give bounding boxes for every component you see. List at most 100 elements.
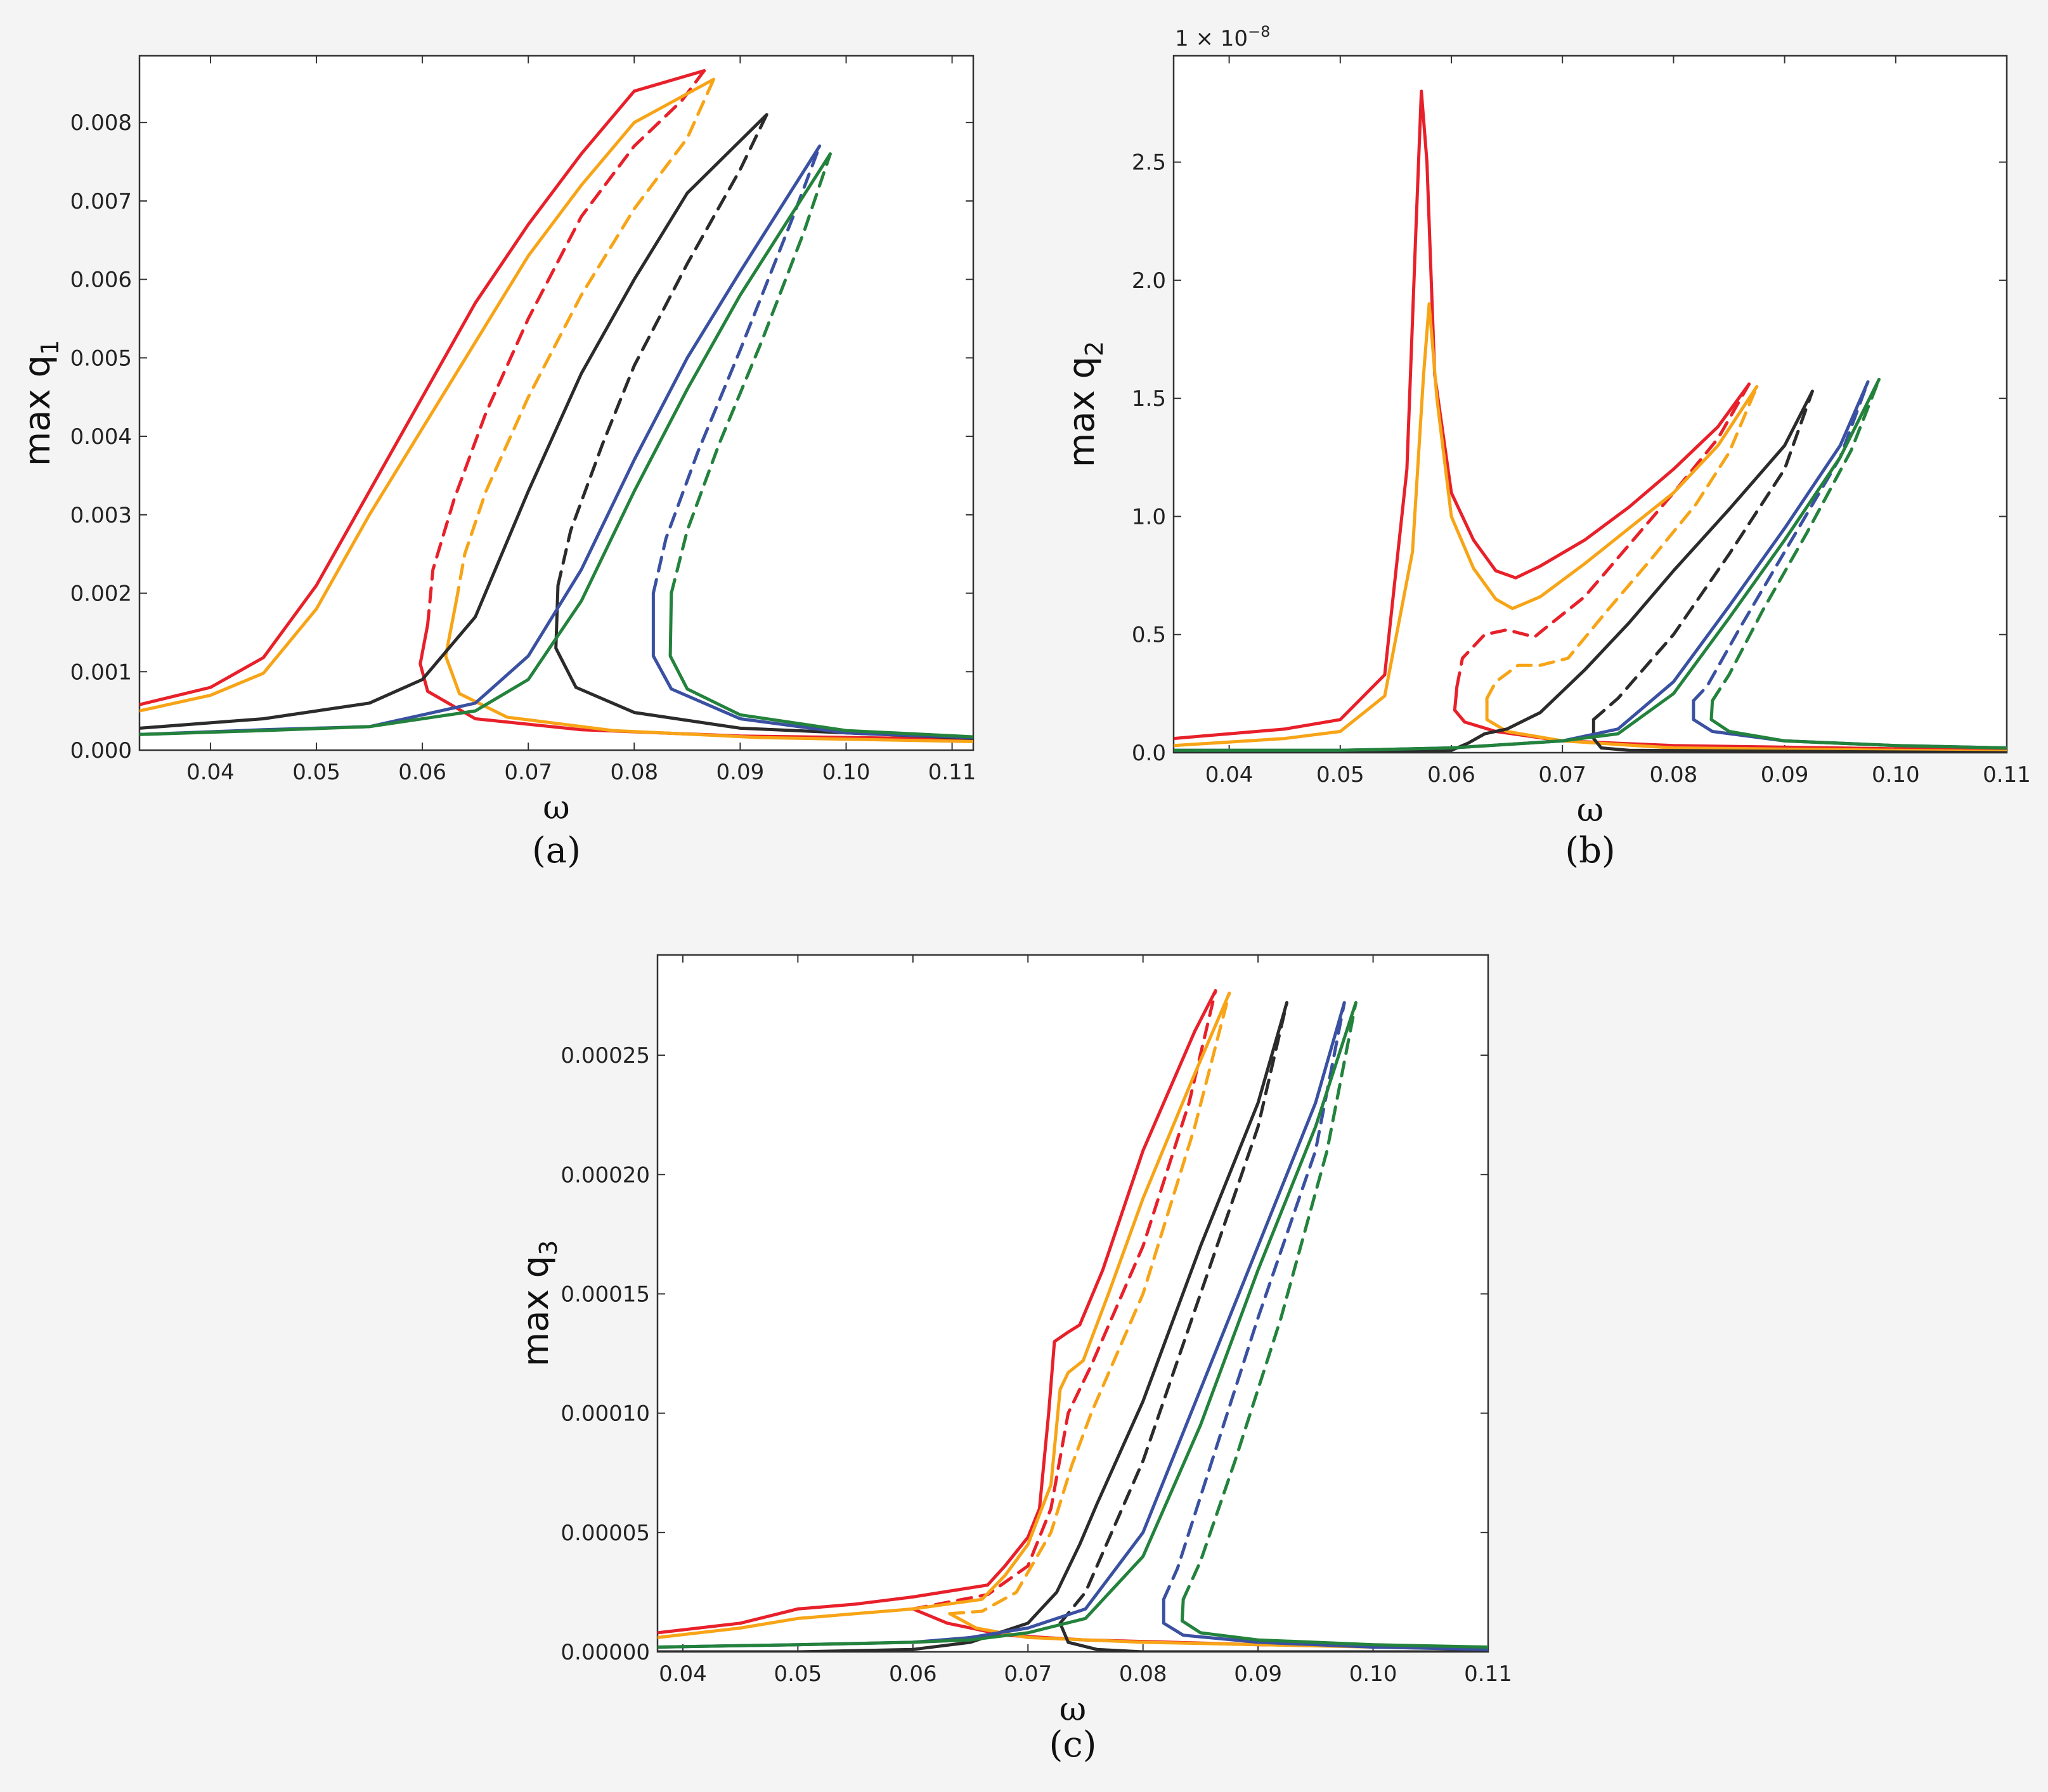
chart-panel-b: 0.04 0.05 0.06 0.07 0.08 0.09 0.10 0.11 0.0 0.5 1.… xyxy=(1061,23,2031,871)
series-line-green-lower-stable xyxy=(668,592,973,739)
y-tick-label: 0.003 xyxy=(70,503,132,528)
x-tick-label: 0.04 xyxy=(1205,762,1254,788)
x-tick-label: 0.10 xyxy=(1349,1661,1397,1687)
x-tick-label: 0.09 xyxy=(716,760,765,785)
series-line-orange-lower-stable xyxy=(444,599,973,743)
series-line-orange-unstable xyxy=(1485,385,1759,700)
x-tick-label: 0.06 xyxy=(1427,762,1475,788)
series-group xyxy=(1174,89,2007,753)
y-axis-label: max q3 xyxy=(515,1240,562,1367)
series-line-green-unstable xyxy=(1711,377,1881,703)
y-axis-label-main: max q xyxy=(1061,356,1103,467)
series-group xyxy=(139,69,973,743)
series-line-red-unstable xyxy=(426,69,706,627)
y-tick-label: 0.008 xyxy=(70,110,132,136)
plot-area xyxy=(656,954,1489,1653)
y-axis-label: max q2 xyxy=(1061,341,1108,468)
series-line-red-upper-stable xyxy=(1174,89,1751,741)
y-axis-label-main: max q xyxy=(515,1256,557,1367)
y-tick-label: 0.007 xyxy=(70,189,132,214)
x-tick-label: 0.07 xyxy=(1538,762,1586,788)
x-tick-label: 0.04 xyxy=(186,760,235,785)
y-tick-label: 0.00025 xyxy=(561,1043,650,1068)
x-tick-label: 0.07 xyxy=(1004,1661,1052,1687)
series-line-green-unstable xyxy=(670,152,832,595)
series-line-blue-lower-stable xyxy=(1162,1597,1488,1651)
series-line-green-lower-stable xyxy=(1709,699,2007,750)
x-tick-label: 0.11 xyxy=(928,760,976,785)
series-line-black-upper-stable xyxy=(1174,389,1814,753)
y-tick-label: 0.0 xyxy=(1132,741,1166,766)
series-line-black-lower-stable xyxy=(1058,1621,1488,1652)
series-line-orange-upper-stable xyxy=(658,991,1231,1639)
y-tick-label: 2.5 xyxy=(1132,150,1166,176)
series-line-black-upper-stable xyxy=(658,1001,1288,1652)
x-tick-label: 0.04 xyxy=(659,1661,707,1687)
x-tick-label: 0.11 xyxy=(1464,1661,1512,1687)
x-tick-label: 0.09 xyxy=(1761,762,1809,788)
y-tick-label: 2.0 xyxy=(1132,268,1166,294)
series-line-green-lower-stable xyxy=(1180,1597,1488,1649)
x-tick-label: 0.08 xyxy=(610,760,658,785)
x-tick-label: 0.06 xyxy=(889,1661,937,1687)
series-line-green-upper-stable xyxy=(139,152,832,736)
y-axis-label-subscript: 3 xyxy=(535,1240,562,1256)
plot-area xyxy=(1172,55,2008,754)
y-offset-label: 1 × 10−8 xyxy=(1175,23,1270,51)
x-tick-label: 0.05 xyxy=(1316,762,1364,788)
y-axis-label-subscript: 2 xyxy=(1080,341,1108,356)
series-line-orange-unstable xyxy=(948,991,1231,1616)
y-tick-label: 0.000 xyxy=(70,738,132,763)
y-tick-label: 0.00010 xyxy=(561,1401,650,1427)
x-tick-label: 0.09 xyxy=(1234,1661,1282,1687)
panel-label: (c) xyxy=(1049,1724,1096,1765)
series-line-green-upper-stable xyxy=(658,1001,1358,1649)
chart-panel-a: 0.04 0.05 0.06 0.07 0.08 0.09 0.10 0.11 0.000 0.0… xyxy=(17,55,976,871)
series-line-black-upper-stable xyxy=(139,113,768,730)
series-line-red-unstable xyxy=(1455,382,1751,689)
y-offset-exponent: −8 xyxy=(1248,23,1270,41)
y-tick-label: 0.00005 xyxy=(561,1521,650,1546)
y-tick-label: 0.00000 xyxy=(561,1640,650,1665)
x-tick-label: 0.11 xyxy=(1983,762,2031,788)
y-tick-label: 0.001 xyxy=(70,659,132,685)
x-tick-label: 0.05 xyxy=(292,760,340,785)
y-offset-base: 1 × 10 xyxy=(1175,26,1248,51)
y-tick-label: 0.00015 xyxy=(561,1282,650,1307)
series-line-red-upper-stable xyxy=(658,989,1217,1635)
x-axis-label: ω xyxy=(1060,1691,1086,1729)
y-tick-label: 0.006 xyxy=(70,268,132,293)
series-line-black-unstable xyxy=(556,113,768,587)
x-tick-label: 0.10 xyxy=(822,760,871,785)
y-tick-label: 0.004 xyxy=(70,424,132,450)
series-line-orange-lower-stable xyxy=(948,1612,1488,1651)
y-axis-label-main: max q xyxy=(17,355,58,466)
x-tick-label: 0.08 xyxy=(1650,762,1698,788)
chart-panel-c: 0.04 0.05 0.06 0.07 0.08 0.09 0.10 0.11 0.00000 0… xyxy=(515,954,1512,1765)
series-line-red-unstable xyxy=(911,989,1217,1611)
panel-label: (b) xyxy=(1565,830,1616,871)
x-axis-label: ω xyxy=(1577,791,1604,829)
series-line-blue-lower-stable xyxy=(651,592,973,739)
x-tick-label: 0.06 xyxy=(398,760,446,785)
y-tick-label: 0.5 xyxy=(1132,623,1166,648)
series-group xyxy=(658,989,1488,1652)
series-line-orange-unstable xyxy=(455,77,716,603)
x-axis-label: ω xyxy=(543,789,569,827)
x-tick-label: 0.05 xyxy=(774,1661,822,1687)
x-tick-label: 0.07 xyxy=(504,760,552,785)
y-tick-label: 0.00020 xyxy=(561,1162,650,1188)
x-tick-label: 0.10 xyxy=(1872,762,1920,788)
panel-label: (a) xyxy=(532,830,581,871)
series-line-red-upper-stable xyxy=(139,69,706,706)
y-tick-label: 1.5 xyxy=(1132,386,1166,412)
series-line-blue-unstable xyxy=(1162,1001,1346,1601)
series-line-green-upper-stable xyxy=(1174,377,1881,752)
y-tick-label: 0.002 xyxy=(70,581,132,607)
series-line-black-unstable xyxy=(1591,389,1814,722)
y-axis-label-subscript: 1 xyxy=(36,340,64,355)
series-line-black-unstable xyxy=(1058,1001,1288,1625)
series-line-orange-lower-stable xyxy=(1485,696,2007,753)
series-line-orange-upper-stable xyxy=(1174,302,1759,748)
